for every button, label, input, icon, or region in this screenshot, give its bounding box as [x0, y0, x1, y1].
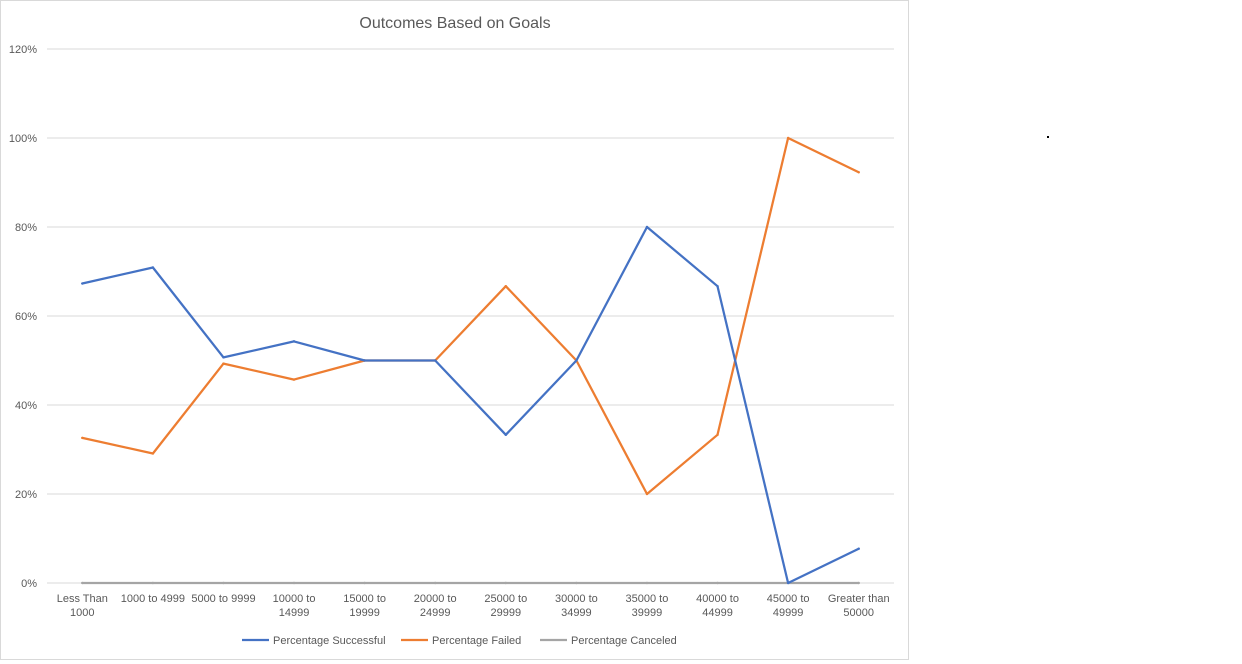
x-tick-label: 25000 to 29999 — [484, 593, 527, 619]
data-point — [151, 581, 155, 585]
y-tick-label: 80% — [15, 222, 37, 234]
x-tick-label-line: 1000 — [70, 607, 94, 619]
data-point — [575, 581, 578, 585]
data-point — [222, 581, 225, 585]
legend-label: Percentage Canceled — [571, 635, 677, 647]
data-point — [575, 359, 578, 362]
x-tick-label-line: 39999 — [632, 607, 663, 619]
data-point — [645, 225, 649, 229]
x-tick-label-line: 20000 to — [414, 593, 457, 605]
data-point — [786, 581, 790, 585]
x-tick-label-line: 10000 to — [273, 593, 316, 605]
x-tick-label-line: Greater than — [828, 593, 890, 605]
data-point — [81, 282, 84, 285]
data-point — [504, 433, 507, 437]
data-point — [81, 581, 84, 585]
x-tick-label: 35000 to 39999 — [626, 593, 669, 619]
x-tick-label: 30000 to 34999 — [555, 593, 598, 619]
data-point — [716, 433, 719, 437]
x-axis-tick-labels: Less Than 1000 1000 to 4999 5000 to 9999 100… — [57, 593, 890, 619]
x-tick-label-line: 1000 to 4999 — [121, 593, 185, 605]
x-tick-label-line: 45000 to — [767, 593, 810, 605]
x-tick-label-line: 25000 to — [484, 593, 527, 605]
y-tick-label: 20% — [15, 489, 37, 501]
data-point — [857, 581, 860, 585]
x-tick-label-line: 44999 — [702, 607, 733, 619]
y-tick-label: 40% — [15, 400, 37, 412]
data-point — [363, 581, 366, 585]
y-axis-tick-labels: 0% 20% 40% 60% 80% 100% 120% — [9, 44, 37, 590]
data-point — [292, 378, 296, 381]
data-point — [716, 284, 719, 288]
x-tick-label: Greater than 50000 — [828, 593, 890, 619]
x-tick-label-line: 24999 — [420, 607, 451, 619]
x-tick-label-line: 19999 — [349, 607, 380, 619]
x-tick-label-line: 30000 to — [555, 593, 598, 605]
x-tick-label-line: 34999 — [561, 607, 592, 619]
x-tick-label-line: 50000 — [843, 607, 874, 619]
x-tick-label: Less Than 1000 — [57, 593, 108, 619]
data-point — [222, 362, 225, 365]
x-tick-label: 40000 to 44999 — [696, 593, 739, 619]
y-tick-label: 100% — [9, 133, 37, 145]
data-point — [504, 581, 507, 585]
data-point — [857, 547, 860, 550]
gridlines — [47, 48, 894, 584]
x-tick-label-line: 29999 — [490, 607, 521, 619]
legend-label: Percentage Failed — [432, 635, 521, 647]
data-point — [292, 340, 296, 343]
data-point — [716, 581, 719, 585]
x-tick-label-line: 49999 — [773, 607, 804, 619]
y-tick-label: 60% — [15, 311, 37, 323]
x-tick-label-line: 40000 to — [696, 593, 739, 605]
chart-title: Outcomes Based on Goals — [359, 15, 550, 32]
data-point — [434, 581, 437, 585]
data-point — [645, 581, 649, 585]
data-point — [434, 359, 437, 362]
data-point — [857, 171, 860, 174]
series-line-1 — [81, 136, 860, 496]
x-tick-label: 1000 to 4999 — [121, 593, 185, 605]
x-tick-label-line: 15000 to — [343, 593, 386, 605]
x-tick-label-line: 14999 — [279, 607, 310, 619]
stray-dot — [1047, 136, 1049, 138]
series-lines — [81, 136, 860, 585]
data-point — [81, 436, 84, 440]
series-line-0 — [81, 225, 860, 585]
x-tick-label: 45000 to 49999 — [767, 593, 810, 619]
data-point — [151, 452, 155, 455]
y-tick-label: 120% — [9, 44, 37, 56]
data-point — [363, 359, 366, 362]
data-point — [292, 581, 296, 585]
x-tick-label-line: Less Than — [57, 593, 108, 605]
legend-label: Percentage Successful — [273, 635, 386, 647]
x-tick-label-line: 5000 to 9999 — [191, 593, 255, 605]
data-point — [645, 492, 649, 496]
x-tick-label: 10000 to 14999 — [273, 593, 316, 619]
chart-container: Outcomes Based on Goals 0% 20% 40% 60% 80% 10… — [0, 0, 909, 660]
x-tick-label: 5000 to 9999 — [191, 593, 255, 605]
y-tick-label: 0% — [21, 578, 37, 590]
x-tick-label-line: 35000 to — [626, 593, 669, 605]
data-point — [151, 266, 155, 269]
legend: Percentage Successful Percentage Failed Pe… — [242, 635, 677, 647]
x-tick-label: 20000 to 24999 — [414, 593, 457, 619]
data-point — [222, 356, 225, 359]
line-chart: Outcomes Based on Goals 0% 20% 40% 60% 80% 10… — [9, 15, 894, 647]
data-point — [786, 136, 790, 140]
data-point — [504, 284, 507, 288]
x-tick-label: 15000 to 19999 — [343, 593, 386, 619]
